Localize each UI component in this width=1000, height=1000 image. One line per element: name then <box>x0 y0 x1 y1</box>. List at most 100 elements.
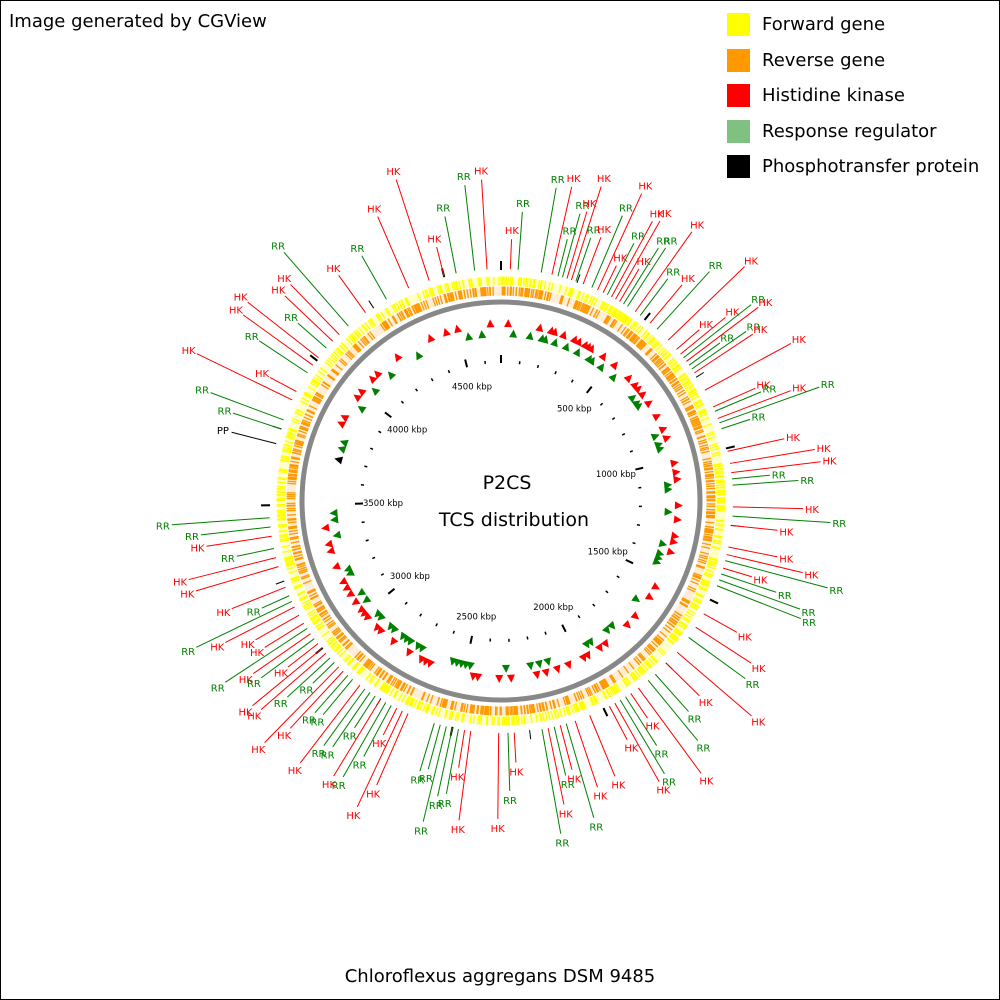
hk-callout-label: HK <box>779 555 794 566</box>
hk-feature-mark <box>594 643 603 652</box>
forward-gene-mark <box>283 444 293 448</box>
forward-gene-mark <box>651 340 659 348</box>
hk-callout-label: HK <box>229 306 244 317</box>
rr-feature-mark <box>572 348 580 358</box>
genome-backbone <box>299 299 703 703</box>
hk-feature-mark <box>373 622 383 632</box>
rr-callout-line <box>283 252 349 327</box>
reverse-gene-mark <box>396 313 402 322</box>
hk-feature-mark <box>622 620 631 629</box>
reverse-gene-mark <box>479 705 483 715</box>
forward-gene-mark <box>445 283 450 293</box>
rr-callout-line <box>322 679 353 716</box>
hk-callout-label: HK <box>567 174 582 185</box>
reverse-gene-mark <box>444 293 449 303</box>
forward-gene-mark <box>673 629 682 636</box>
reverse-gene-mark <box>666 374 675 381</box>
rr-callout-line <box>719 579 801 610</box>
forward-gene-mark <box>408 697 414 707</box>
reverse-gene-mark <box>441 698 445 708</box>
forward-gene-mark <box>429 287 434 297</box>
reverse-gene-mark <box>684 404 694 410</box>
reverse-gene-mark <box>677 391 687 398</box>
reverse-gene-mark <box>356 652 364 661</box>
forward-gene-mark <box>706 565 716 570</box>
rr-callout-label: RR <box>575 201 589 212</box>
forward-gene-mark <box>375 313 382 323</box>
hk-callout-label: HK <box>786 433 801 444</box>
hk-callout-label: HK <box>804 571 819 582</box>
reverse-gene-mark <box>704 470 714 474</box>
rr-feature-mark <box>664 485 673 494</box>
forward-gene-mark <box>298 594 308 600</box>
forward-gene-mark <box>470 278 473 288</box>
reverse-gene-mark <box>291 544 301 548</box>
reverse-gene-mark <box>361 337 369 346</box>
forward-gene-mark <box>677 623 686 630</box>
hk-callout-line <box>634 231 693 313</box>
forward-gene-mark <box>644 660 652 669</box>
hk-callout-label: HK <box>582 199 597 210</box>
reverse-gene-mark <box>460 290 464 300</box>
forward-gene-mark <box>291 578 301 583</box>
hk-callout-line <box>333 698 381 777</box>
forward-gene-mark <box>395 302 401 311</box>
rr-callout-line <box>258 340 308 374</box>
reverse-gene-mark <box>331 626 340 634</box>
forward-gene-mark <box>600 301 606 311</box>
scale-label: 1000 kbp <box>596 470 636 480</box>
forward-gene-mark <box>331 353 339 361</box>
forward-gene-mark <box>295 409 305 414</box>
reverse-gene-mark <box>579 690 585 700</box>
reverse-gene-mark <box>697 558 707 563</box>
reverse-gene-mark <box>579 302 585 312</box>
forward-gene-mark <box>573 703 578 713</box>
forward-gene-mark <box>446 282 451 292</box>
reverse-gene-mark <box>659 630 668 638</box>
forward-gene-mark <box>398 300 404 310</box>
forward-gene-mark <box>421 290 427 300</box>
rr-feature-mark <box>415 641 424 651</box>
reverse-gene-mark <box>631 335 638 343</box>
minor-tick <box>629 450 634 453</box>
forward-gene-mark <box>683 381 693 388</box>
reverse-gene-mark <box>706 512 716 514</box>
reverse-gene-mark <box>292 449 302 453</box>
reverse-gene-mark <box>288 526 298 529</box>
reverse-gene-mark <box>600 680 606 689</box>
reverse-gene-mark <box>294 440 304 445</box>
reverse-gene-mark <box>414 304 419 314</box>
reverse-gene-mark <box>306 408 316 414</box>
forward-gene-mark <box>639 665 647 673</box>
rr-callout-label: RR <box>245 332 259 343</box>
hk-callout-line <box>608 705 628 740</box>
rr-callout-line <box>731 474 770 480</box>
hk-callout-line <box>284 295 334 342</box>
forward-gene-mark <box>657 648 665 656</box>
forward-gene-mark <box>279 538 289 542</box>
rr-callout-label: RR <box>247 608 261 619</box>
reverse-gene-mark <box>655 636 663 643</box>
reverse-gene-mark <box>530 288 533 298</box>
hk-feature-mark <box>586 344 595 354</box>
reverse-gene-mark <box>676 389 685 396</box>
reverse-gene-mark <box>411 305 417 315</box>
reverse-gene-mark <box>634 655 642 664</box>
forward-gene-mark <box>558 708 563 718</box>
reverse-gene-mark <box>689 415 699 421</box>
reverse-gene-mark <box>638 341 646 350</box>
reverse-gene-mark <box>661 366 669 374</box>
reverse-gene-mark <box>577 302 583 311</box>
forward-gene-mark <box>580 700 585 710</box>
forward-gene-mark <box>285 436 295 441</box>
minor-tick <box>435 623 439 627</box>
forward-gene-mark <box>522 277 526 287</box>
minor-tick <box>447 369 451 374</box>
minor-tick <box>611 417 616 421</box>
reverse-gene-mark <box>315 604 325 611</box>
forward-gene-mark <box>367 319 374 328</box>
reverse-gene-mark <box>449 700 454 710</box>
forward-gene-mark <box>336 647 344 655</box>
reverse-gene-mark <box>647 644 655 652</box>
reverse-gene-mark <box>705 476 715 480</box>
